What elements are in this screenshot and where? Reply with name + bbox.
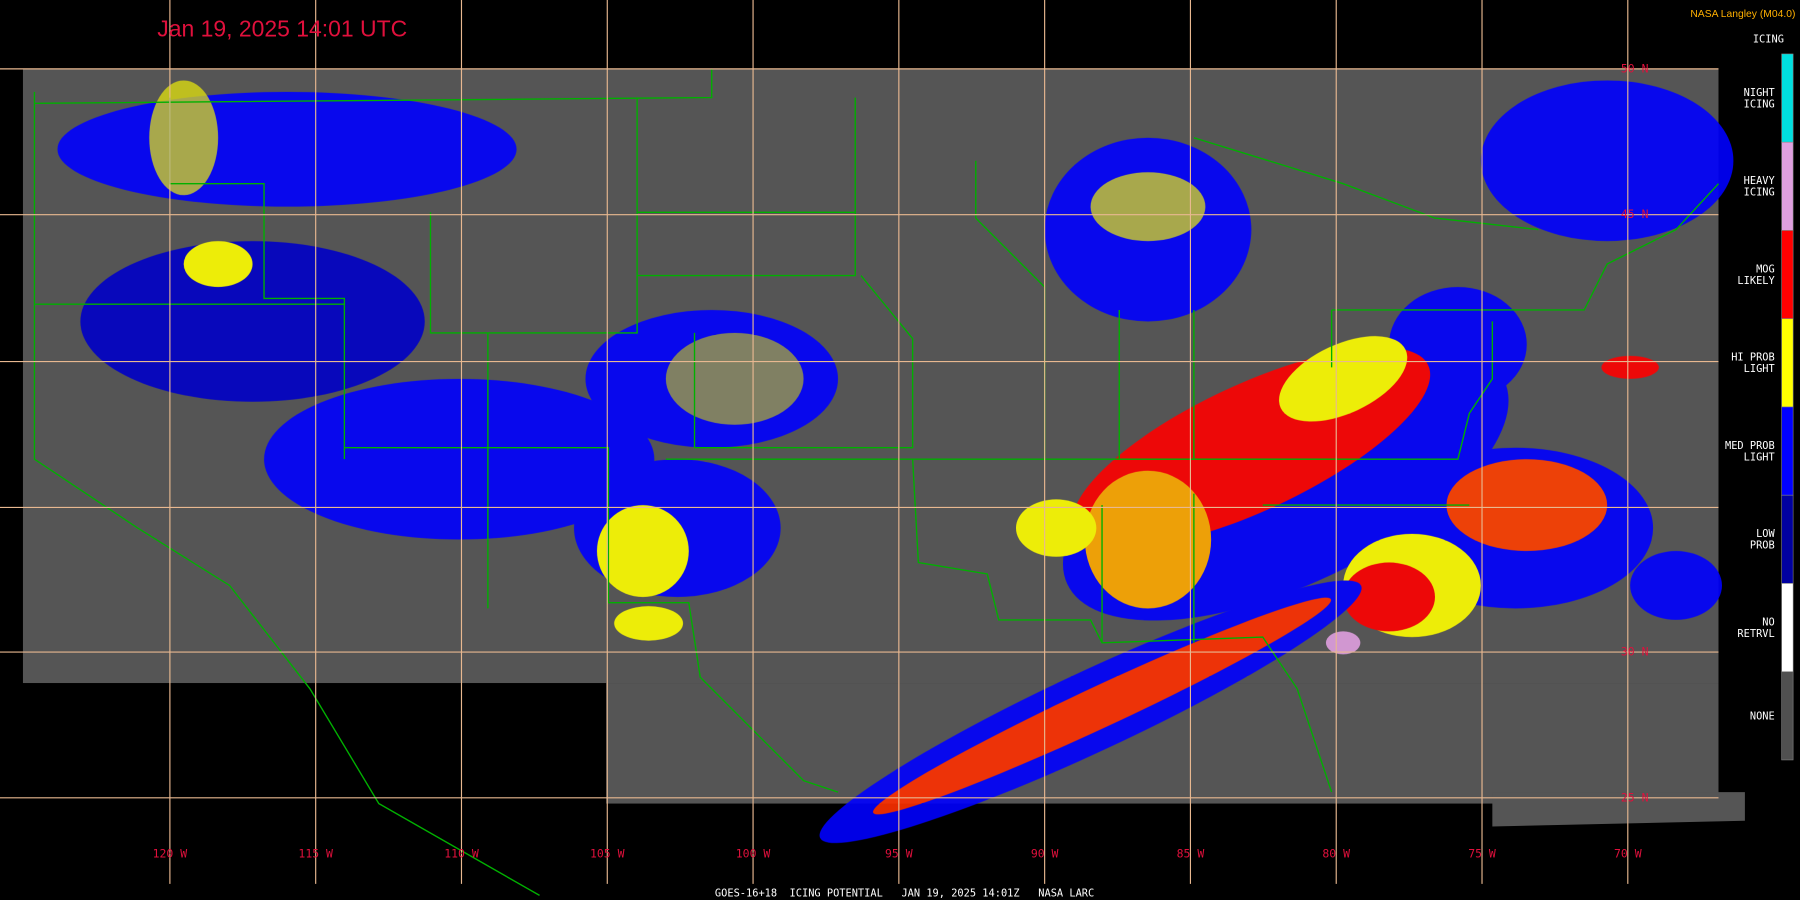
legend-swatch xyxy=(1781,583,1794,672)
legend-swatch xyxy=(1781,671,1794,761)
legend-label: LIGHT xyxy=(1744,363,1775,375)
legend-label: RETRVL xyxy=(1737,628,1774,640)
footer: GOES-16+18 ICING POTENTIAL JAN 19, 2025 … xyxy=(715,888,1094,900)
legend-label: PROB xyxy=(1750,540,1775,552)
map-title: Jan 19, 2025 14:01 UTC xyxy=(157,16,407,42)
legend-swatch xyxy=(1781,406,1794,496)
legend-swatch xyxy=(1781,494,1794,584)
lon-label: 90 W xyxy=(1031,847,1059,861)
legend-label: LOW xyxy=(1756,528,1775,540)
legend-label: NO xyxy=(1762,616,1774,628)
legend-label: LIKELY xyxy=(1737,275,1775,287)
credit: NASA Langley (M04.0) xyxy=(1690,9,1795,20)
lon-label: 75 W xyxy=(1468,847,1496,861)
lon-label: 70 W xyxy=(1614,847,1642,861)
legend-swatch xyxy=(1781,318,1794,408)
legend-title: ICING xyxy=(1753,33,1784,45)
legend-label: NONE xyxy=(1750,710,1775,722)
legend-swatch xyxy=(1781,53,1794,143)
lon-label: 80 W xyxy=(1322,847,1350,861)
lat-label: 50 N xyxy=(1621,61,1649,75)
legend-label: HEAVY xyxy=(1744,175,1776,187)
legend-label: ICING xyxy=(1744,187,1775,199)
lon-label: 120 W xyxy=(153,847,188,861)
lat-label: 25 N xyxy=(1621,790,1649,804)
graticule: 120 W 115 W 110 W 105 W 100 W 95 W 90 W 85 W 80 … xyxy=(0,0,1719,884)
lon-label: 100 W xyxy=(736,847,771,861)
legend-label: MED PROB xyxy=(1725,440,1775,452)
coverage xyxy=(1492,792,1745,827)
legend-swatch xyxy=(1781,141,1794,231)
lon-label: 115 W xyxy=(298,847,333,861)
legend-label: LIGHT xyxy=(1744,451,1775,463)
lon-label: 95 W xyxy=(885,847,913,861)
lon-label: 85 W xyxy=(1177,847,1205,861)
lon-label: 110 W xyxy=(444,847,479,861)
legend-swatch xyxy=(1781,230,1794,319)
legend-label: MOG xyxy=(1756,263,1775,275)
lat-label: 45 N xyxy=(1621,207,1649,221)
lat-label: 30 N xyxy=(1621,644,1649,658)
legend-label: HI PROB xyxy=(1731,352,1775,364)
legend-label: ICING xyxy=(1744,98,1775,110)
legend-label: NIGHT xyxy=(1744,87,1775,99)
lon-label: 105 W xyxy=(590,847,625,861)
